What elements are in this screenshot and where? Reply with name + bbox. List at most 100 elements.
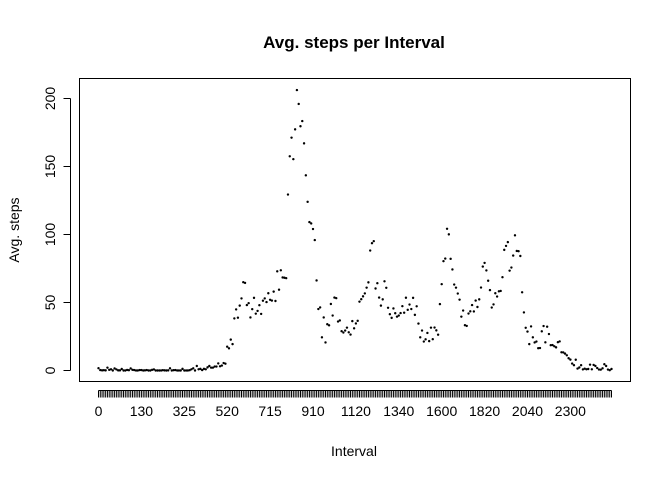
data-point [558, 340, 561, 343]
x-tick-label: 2040 [512, 403, 543, 419]
data-point [206, 366, 209, 369]
y-tick-label: 50 [42, 295, 58, 311]
data-point [579, 363, 583, 367]
data-point [560, 351, 563, 354]
data-point [415, 305, 418, 308]
data-point [313, 238, 316, 242]
data-point [522, 311, 526, 314]
data-point [540, 330, 543, 333]
data-point [604, 364, 608, 368]
data-point [578, 366, 581, 369]
data-point [251, 307, 254, 311]
data-point [358, 300, 361, 303]
data-point [326, 323, 329, 326]
data-point [274, 299, 277, 303]
data-point [267, 292, 270, 295]
data-point [258, 304, 261, 307]
data-point [199, 367, 202, 371]
data-point [290, 136, 293, 139]
data-point [381, 298, 384, 301]
data-point [499, 289, 502, 293]
data-point [388, 312, 392, 316]
data-point [397, 314, 400, 317]
data-point [254, 312, 257, 315]
y-axis: 0 50 100 150 200 [42, 87, 71, 374]
data-point [127, 369, 131, 372]
data-point [202, 367, 206, 371]
data-point [154, 369, 157, 372]
data-point [147, 369, 150, 372]
data-point [172, 369, 175, 372]
data-point [283, 276, 286, 279]
data-point [506, 240, 510, 244]
data-point [424, 338, 427, 341]
x-tick-label: 1820 [469, 403, 500, 419]
data-point [399, 311, 402, 315]
data-point [331, 314, 334, 317]
data-point [363, 292, 367, 295]
data-point [417, 322, 420, 325]
data-point [136, 369, 140, 372]
data-point [377, 296, 381, 299]
data-point [111, 369, 114, 372]
data-point [458, 298, 461, 301]
data-point [553, 345, 556, 348]
data-point [115, 368, 118, 371]
data-point [447, 233, 451, 236]
data-point [436, 333, 440, 336]
data-point [342, 331, 345, 334]
data-points [97, 88, 613, 372]
data-point [379, 304, 383, 307]
data-point [213, 365, 216, 368]
data-point [488, 288, 492, 292]
data-point [444, 257, 447, 260]
data-point [143, 369, 147, 372]
x-tick-label: 325 [173, 403, 197, 419]
data-point [168, 367, 172, 370]
data-point [562, 351, 565, 354]
data-point [472, 310, 476, 313]
data-point [474, 299, 477, 302]
data-point [454, 286, 458, 289]
data-point [220, 364, 224, 367]
data-point [133, 368, 136, 372]
data-point [599, 368, 602, 371]
data-point [129, 367, 132, 370]
data-point [438, 302, 442, 306]
data-point [406, 308, 409, 312]
data-point [545, 325, 549, 328]
data-point [542, 324, 545, 328]
data-point [556, 341, 560, 344]
data-point [249, 316, 252, 319]
data-point [113, 367, 116, 370]
data-point [529, 325, 533, 328]
data-point [535, 340, 538, 343]
data-point [217, 362, 220, 365]
data-point [367, 281, 370, 284]
data-point [549, 344, 552, 347]
data-point [479, 286, 483, 289]
data-point [517, 250, 520, 253]
data-point [427, 339, 431, 343]
data-point [349, 333, 352, 336]
data-point [200, 368, 204, 372]
data-point [572, 363, 576, 367]
data-point [233, 317, 236, 320]
data-point [304, 174, 308, 177]
data-point [402, 311, 406, 314]
data-point [99, 368, 102, 372]
data-point [104, 369, 107, 372]
data-point [276, 270, 279, 273]
data-point [318, 306, 322, 309]
data-point [374, 287, 377, 290]
data-point [596, 366, 599, 370]
data-point [361, 295, 365, 298]
data-point [537, 346, 540, 350]
data-point [603, 363, 606, 366]
data-point [100, 369, 104, 372]
data-point [195, 364, 199, 368]
data-point [97, 366, 100, 370]
data-point [383, 280, 386, 283]
data-point [453, 283, 456, 286]
